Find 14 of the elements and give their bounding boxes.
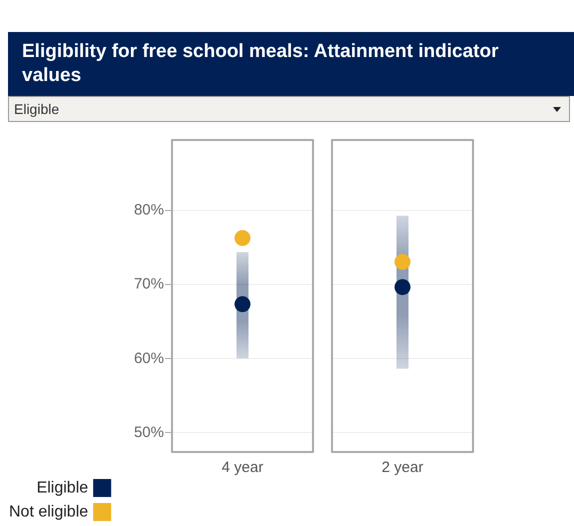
y-tick-label: 60% <box>134 350 164 367</box>
legend-label: Eligible <box>36 480 88 496</box>
point <box>234 230 250 246</box>
x-tick-label: 4 year <box>222 459 264 476</box>
y-tick-label: 80% <box>134 201 164 218</box>
dropdown-field: Eligible <box>8 96 570 122</box>
y-tick-label: 50% <box>134 424 164 442</box>
chart-title: Eligibility for free school meals: Attainment indicator values <box>8 32 574 96</box>
y-tick-label: 70% <box>134 276 164 293</box>
x-tick-label: 2 year <box>382 459 424 476</box>
legend-label: Not eligible <box>9 504 88 520</box>
point <box>394 254 410 270</box>
point <box>394 279 410 296</box>
point <box>234 296 250 312</box>
